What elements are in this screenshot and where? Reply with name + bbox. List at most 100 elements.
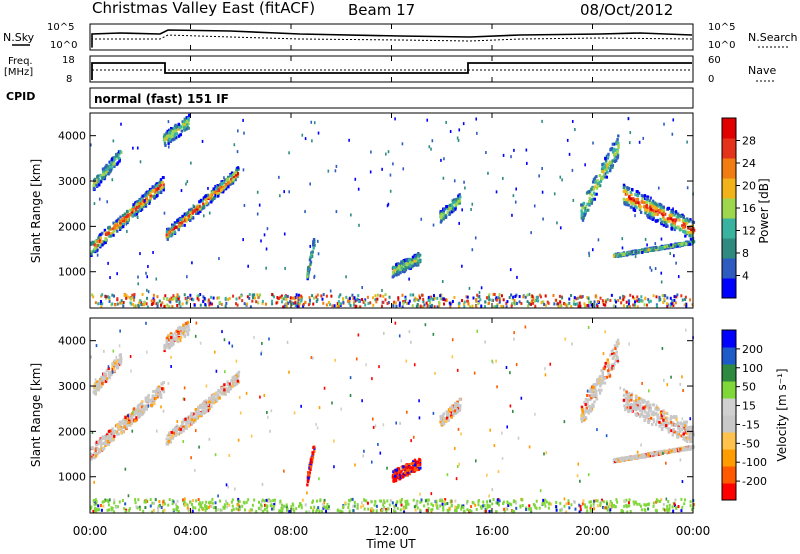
noise-cell xyxy=(389,189,392,193)
range-gate-cell xyxy=(152,185,155,189)
ground-scatter-cell xyxy=(353,300,356,304)
range-gate-cell xyxy=(586,398,590,402)
ground-scatter-cell xyxy=(289,300,292,304)
range-gate-cell xyxy=(679,215,683,219)
range-gate-cell xyxy=(660,209,664,213)
colorbar-swatch xyxy=(722,138,736,159)
y-tick-label: 4000 xyxy=(58,130,86,143)
range-gate-cell xyxy=(106,435,109,439)
range-gate-cell xyxy=(638,396,641,400)
range-gate-cell xyxy=(169,140,173,144)
range-gate-cell xyxy=(439,216,443,220)
noise-cell xyxy=(263,233,266,237)
range-gate-cell xyxy=(113,369,116,373)
noise-cell xyxy=(511,213,513,217)
range-gate-cell xyxy=(127,421,130,425)
range-gate-cell xyxy=(616,357,619,361)
range-gate-cell xyxy=(137,415,140,419)
range-gate-cell xyxy=(446,410,450,414)
ground-scatter-cell xyxy=(559,304,562,308)
range-gate-cell xyxy=(112,432,115,436)
range-gate-cell xyxy=(122,225,125,229)
range-gate-cell xyxy=(586,402,589,406)
range-gate-cell xyxy=(622,398,626,402)
ground-scatter-cell xyxy=(475,304,478,308)
noise-cell xyxy=(408,277,410,281)
range-gate-cell xyxy=(109,168,113,172)
ground-scatter-cell xyxy=(252,296,255,300)
range-gate-cell xyxy=(165,437,168,441)
range-gate-cell xyxy=(179,335,183,339)
range-gate-cell xyxy=(583,211,586,215)
range-gate-cell xyxy=(580,414,584,418)
range-gate-cell xyxy=(230,178,233,182)
range-gate-cell xyxy=(639,205,642,209)
range-gate-cell xyxy=(656,413,659,417)
range-gate-cell xyxy=(592,404,595,408)
range-gate-cell xyxy=(175,124,178,128)
ground-scatter-cell xyxy=(421,305,424,309)
ground-scatter-cell xyxy=(540,301,543,305)
range-gate-cell xyxy=(414,256,417,260)
ground-scatter-cell xyxy=(220,302,223,306)
range-gate-cell xyxy=(97,382,100,386)
y-tick-label: 2000 xyxy=(58,220,86,233)
ground-scatter-cell xyxy=(132,298,135,302)
range-gate-cell xyxy=(187,325,190,329)
ground-scatter-cell xyxy=(559,300,562,304)
noise-cell xyxy=(116,219,118,223)
ground-scatter-cell xyxy=(448,301,451,305)
range-gate-cell xyxy=(94,390,97,394)
range-gate-cell xyxy=(232,177,236,181)
range-gate-cell xyxy=(175,132,179,136)
ground-scatter-cell xyxy=(433,296,436,300)
noise-cell xyxy=(317,252,320,256)
noise-cell xyxy=(462,122,465,126)
range-gate-cell xyxy=(103,371,106,375)
ground-scatter-cell xyxy=(348,299,351,303)
range-gate-cell xyxy=(604,361,607,365)
range-gate-cell xyxy=(688,219,691,223)
range-gate-cell xyxy=(619,253,622,257)
colorbar-swatch xyxy=(722,238,736,259)
range-gate-cell xyxy=(207,202,210,206)
range-gate-cell xyxy=(651,218,654,222)
range-gate-cell xyxy=(415,468,419,472)
noise-cell xyxy=(464,186,466,190)
range-gate-cell xyxy=(124,421,128,425)
power-panel-frame xyxy=(89,112,694,309)
range-gate-cell xyxy=(114,362,117,366)
range-gate-cell xyxy=(191,211,194,215)
range-gate-cell xyxy=(623,404,626,408)
ground-scatter-cell xyxy=(384,298,387,302)
range-gate-cell xyxy=(609,167,612,171)
noise-cell xyxy=(180,189,183,193)
range-gate-cell xyxy=(190,418,194,422)
ground-scatter-cell xyxy=(156,304,159,308)
range-gate-cell xyxy=(182,120,186,124)
ground-scatter-cell xyxy=(438,305,441,309)
range-gate-cell xyxy=(195,416,199,420)
range-gate-cell xyxy=(617,134,620,138)
range-gate-cell xyxy=(669,414,673,418)
range-gate-cell xyxy=(111,365,114,369)
range-gate-cell xyxy=(154,190,157,194)
ground-scatter-cell xyxy=(280,294,283,298)
ground-scatter-cell xyxy=(604,303,607,307)
range-gate-cell xyxy=(216,185,219,189)
range-gate-cell xyxy=(601,375,605,379)
range-gate-cell xyxy=(141,404,145,408)
range-gate-cell xyxy=(129,419,132,423)
range-gate-cell xyxy=(220,386,224,390)
range-gate-cell xyxy=(171,434,174,438)
ground-scatter-cell xyxy=(496,304,499,308)
ground-scatter-cell xyxy=(573,296,576,300)
range-gate-cell xyxy=(134,412,137,416)
freq-trace xyxy=(91,62,692,80)
range-gate-cell xyxy=(583,418,586,422)
range-gate-cell xyxy=(185,127,188,131)
range-gate-cell xyxy=(158,387,162,391)
ground-scatter-cell xyxy=(578,301,581,305)
range-gate-cell xyxy=(409,469,413,473)
